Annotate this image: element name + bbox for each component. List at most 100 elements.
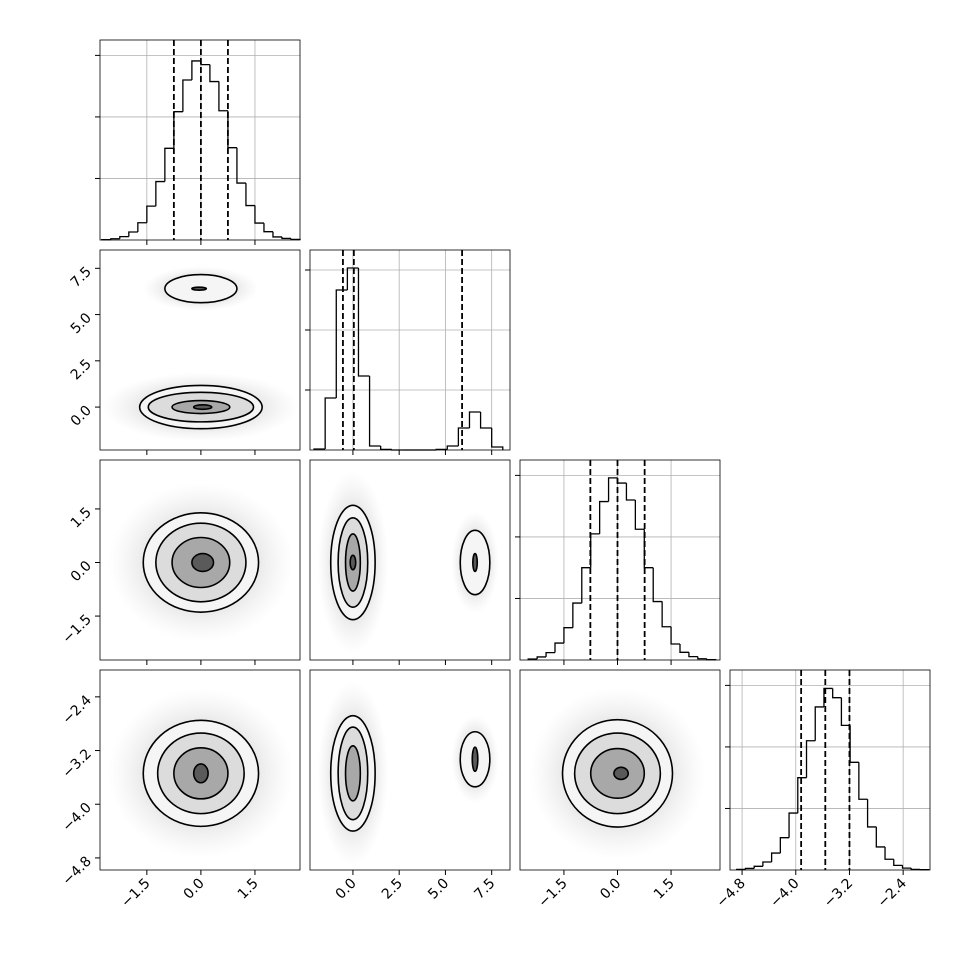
density-contour <box>471 746 479 773</box>
histogram-step <box>128 231 138 237</box>
histogram-step <box>119 235 129 239</box>
y-tick-label: 0.0 <box>68 403 95 430</box>
x-tick-label: 7.5 <box>471 876 498 903</box>
y-tick-label: −4.0 <box>59 800 94 835</box>
histogram-step <box>884 846 894 860</box>
x-tick-label: −4.8 <box>714 876 749 911</box>
density-contour <box>472 552 479 573</box>
histogram-step <box>536 656 547 660</box>
histogram-step <box>762 861 772 867</box>
histogram-step <box>893 859 903 867</box>
density-contour <box>191 552 215 573</box>
panel-frame <box>519 669 721 871</box>
histogram-step <box>227 110 237 149</box>
y-tick-label: 0.0 <box>68 558 95 585</box>
x-tick-label: 1.5 <box>235 876 262 903</box>
histogram-step <box>634 500 645 530</box>
y-tick-label: −4.8 <box>59 853 94 888</box>
panel <box>529 687 706 860</box>
panel-frame <box>99 39 301 241</box>
x-tick-label: 0.0 <box>597 876 624 903</box>
histogram-step <box>697 656 707 660</box>
panel <box>102 266 299 442</box>
histogram-step <box>254 205 264 224</box>
panel-frame <box>309 249 511 451</box>
y-tick-label: 7.5 <box>68 264 95 291</box>
panel-frame <box>99 669 301 871</box>
histogram-step <box>491 428 504 450</box>
histogram-step <box>272 231 282 238</box>
histogram-step <box>788 812 798 838</box>
x-tick-label: 0.0 <box>181 876 208 903</box>
histogram-step <box>670 626 680 645</box>
density-contour <box>344 745 362 802</box>
histogram-step <box>209 64 219 83</box>
histogram-step <box>598 500 609 534</box>
histogram-step <box>263 223 273 233</box>
histogram-step <box>581 567 591 604</box>
histogram-step <box>832 688 842 699</box>
panel-frame <box>309 459 511 661</box>
histogram-step <box>875 826 886 848</box>
histogram-step <box>805 740 816 778</box>
histogram-step <box>554 642 564 653</box>
histogram-step <box>368 376 381 447</box>
y-tick-label: 2.5 <box>68 356 95 383</box>
histogram-step <box>545 651 555 657</box>
histogram-step <box>616 477 627 484</box>
histogram-step <box>661 601 672 628</box>
panel-frame <box>309 669 511 871</box>
histogram-step <box>744 867 755 870</box>
x-tick-label: 5.0 <box>425 876 452 903</box>
histogram-step <box>625 483 636 501</box>
y-tick-label: 5.0 <box>68 310 95 337</box>
histogram-step <box>324 397 337 449</box>
x-tick-label: −3.2 <box>821 876 856 911</box>
x-tick-label: −2.4 <box>875 875 910 910</box>
panel <box>317 681 499 866</box>
histogram-step <box>245 183 255 207</box>
histogram-step <box>590 533 600 568</box>
histogram-step <box>218 81 228 112</box>
histogram-step <box>173 111 183 149</box>
x-tick-label: −1.5 <box>535 876 570 911</box>
density-contour <box>613 766 630 781</box>
histogram-step <box>679 644 689 653</box>
histogram-step <box>468 411 481 428</box>
density-contour <box>349 554 357 571</box>
y-tick-label: −3.2 <box>59 746 94 781</box>
density-contour <box>192 404 213 411</box>
histogram-step <box>236 147 246 184</box>
panel <box>108 483 294 642</box>
histogram-step <box>652 567 663 603</box>
histogram-step <box>866 799 877 828</box>
histogram-step <box>155 180 165 207</box>
panel-frame <box>99 249 301 451</box>
histogram-step <box>849 725 859 763</box>
y-tick-label: 1.5 <box>68 504 95 531</box>
density-contour <box>192 763 209 784</box>
histogram-step <box>164 147 174 182</box>
histogram-step <box>823 687 833 707</box>
y-tick-label: −1.5 <box>59 612 94 647</box>
histogram-step <box>779 837 790 854</box>
histogram-step <box>281 236 291 240</box>
histogram-step <box>753 865 763 869</box>
x-tick-label: 1.5 <box>651 876 678 903</box>
histogram-step <box>572 602 582 628</box>
histogram-step <box>563 627 573 644</box>
histogram-step <box>335 289 348 398</box>
x-tick-label: 2.5 <box>379 876 406 903</box>
x-tick-label: 0.0 <box>333 876 360 903</box>
panel-frame <box>99 459 301 661</box>
density-contour <box>191 286 208 291</box>
histogram-step <box>146 205 156 223</box>
histogram-step <box>797 777 807 814</box>
histogram-step <box>191 60 201 80</box>
panel-frame <box>519 459 721 661</box>
x-tick-label: −4.0 <box>767 876 802 911</box>
histogram-step <box>814 706 824 741</box>
histogram-step <box>357 268 370 377</box>
